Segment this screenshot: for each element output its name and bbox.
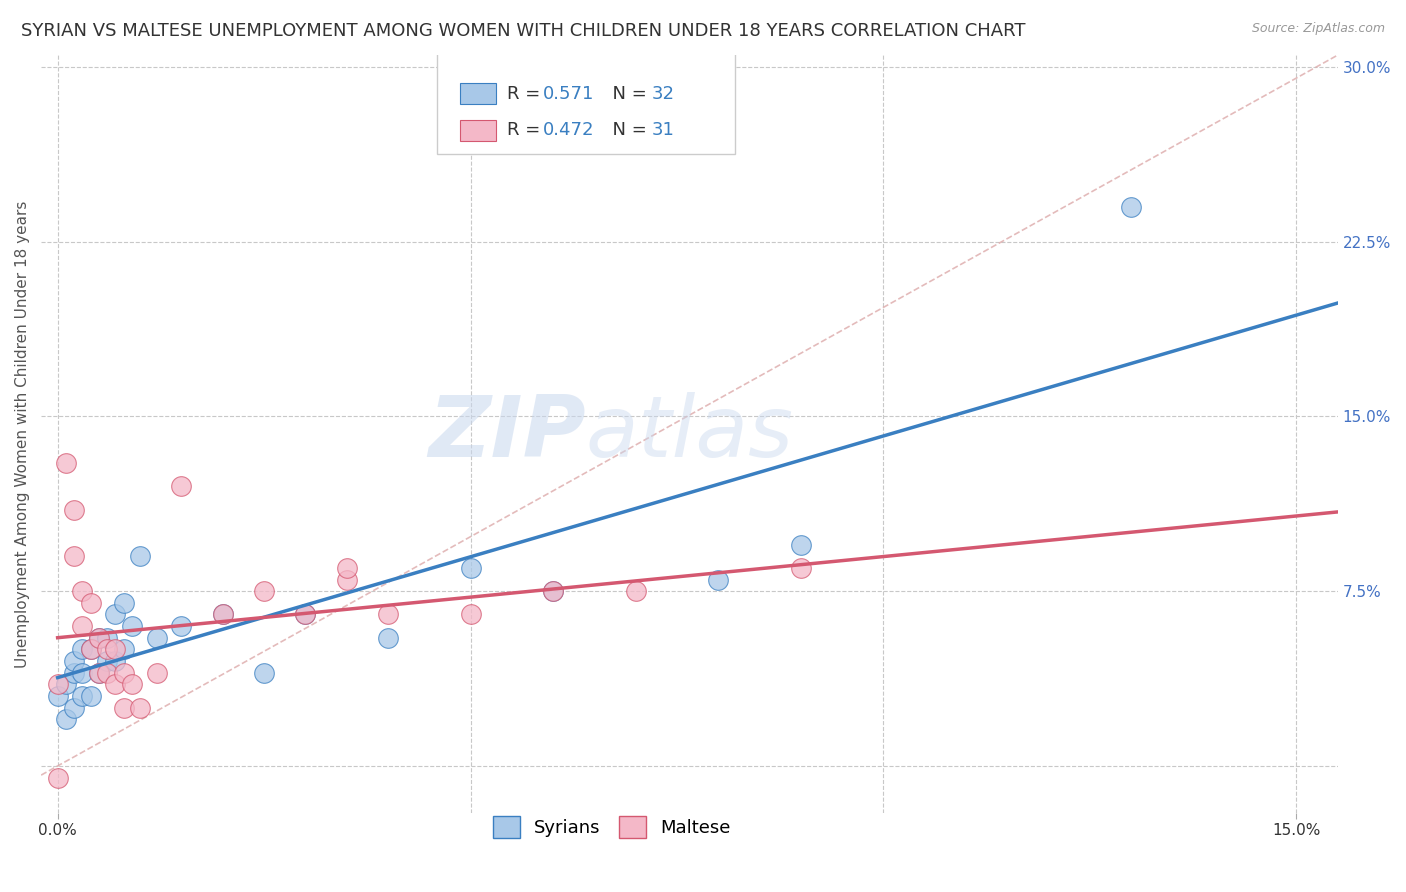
Point: [46, 677, 69, 691]
Point: [707, 573, 730, 587]
Point: [170, 479, 193, 493]
Point: [336, 561, 359, 575]
Point: [55, 456, 77, 470]
Point: [55, 712, 77, 726]
Text: 0.571: 0.571: [543, 85, 595, 103]
Point: [96, 642, 118, 657]
Point: [294, 607, 316, 622]
Point: [79, 642, 101, 657]
Text: Source: ZipAtlas.com: Source: ZipAtlas.com: [1251, 22, 1385, 36]
Point: [460, 607, 482, 622]
Text: 32: 32: [652, 85, 675, 103]
Point: [72, 689, 94, 703]
Y-axis label: Unemployment Among Women with Children Under 18 years: Unemployment Among Women with Children U…: [15, 200, 30, 667]
Point: [104, 677, 127, 691]
Point: [145, 631, 167, 645]
Point: [72, 665, 94, 680]
Point: [72, 642, 94, 657]
Point: [46, 771, 69, 785]
Point: [87, 665, 110, 680]
Point: [72, 619, 94, 633]
Point: [112, 596, 135, 610]
Point: [96, 654, 118, 668]
Point: [55, 677, 77, 691]
Point: [96, 665, 118, 680]
Point: [63, 665, 86, 680]
Point: [129, 700, 152, 714]
Point: [63, 700, 86, 714]
Text: R =: R =: [506, 121, 546, 139]
Point: [46, 689, 69, 703]
Legend: Syrians, Maltese: Syrians, Maltese: [485, 809, 738, 846]
Point: [87, 631, 110, 645]
Point: [79, 642, 101, 657]
Point: [63, 654, 86, 668]
Point: [129, 549, 152, 564]
FancyBboxPatch shape: [460, 120, 496, 141]
Point: [121, 677, 143, 691]
Text: ZIP: ZIP: [427, 392, 586, 475]
Point: [63, 502, 86, 516]
Point: [253, 584, 276, 599]
Point: [104, 654, 127, 668]
Point: [104, 642, 127, 657]
Text: 0.472: 0.472: [543, 121, 595, 139]
Point: [87, 665, 110, 680]
Point: [624, 584, 647, 599]
Text: R =: R =: [506, 85, 546, 103]
Point: [112, 665, 135, 680]
Point: [79, 689, 101, 703]
Point: [72, 584, 94, 599]
Point: [790, 537, 813, 551]
Point: [121, 619, 143, 633]
Text: 31: 31: [652, 121, 675, 139]
FancyBboxPatch shape: [460, 83, 496, 104]
Point: [541, 584, 564, 599]
Point: [79, 596, 101, 610]
Point: [377, 607, 399, 622]
Text: N =: N =: [602, 121, 652, 139]
Point: [112, 642, 135, 657]
Point: [170, 619, 193, 633]
Text: SYRIAN VS MALTESE UNEMPLOYMENT AMONG WOMEN WITH CHILDREN UNDER 18 YEARS CORRELAT: SYRIAN VS MALTESE UNEMPLOYMENT AMONG WOM…: [21, 22, 1025, 40]
Point: [63, 549, 86, 564]
Point: [104, 607, 127, 622]
Point: [145, 665, 167, 680]
Point: [336, 573, 359, 587]
Point: [541, 584, 564, 599]
Point: [211, 607, 233, 622]
FancyBboxPatch shape: [436, 52, 735, 153]
Point: [253, 665, 276, 680]
Text: N =: N =: [602, 85, 652, 103]
Point: [377, 631, 399, 645]
Point: [211, 607, 233, 622]
Point: [460, 561, 482, 575]
Point: [790, 561, 813, 575]
Point: [1121, 200, 1143, 214]
Point: [294, 607, 316, 622]
Point: [96, 631, 118, 645]
Point: [87, 631, 110, 645]
Text: atlas: atlas: [586, 392, 793, 475]
Point: [112, 700, 135, 714]
